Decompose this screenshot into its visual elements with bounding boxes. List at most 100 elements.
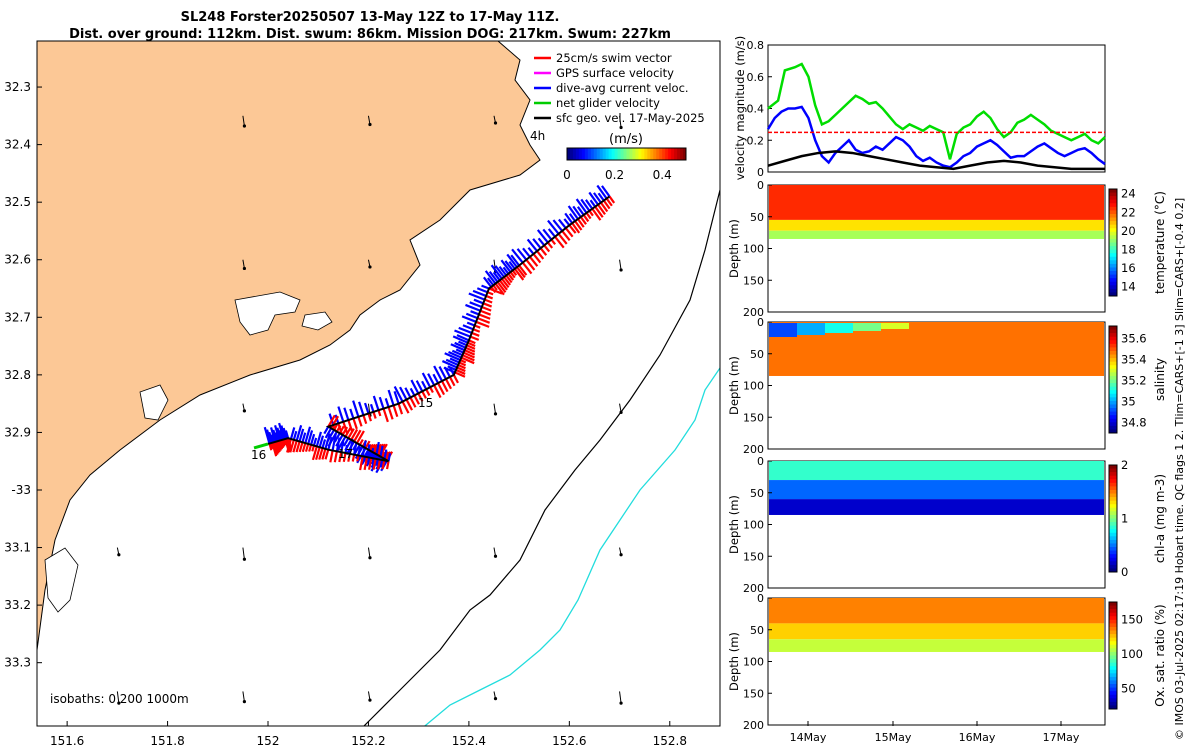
current-arrow-head [493,121,498,125]
swim-vector [311,446,318,461]
current-vector [270,434,275,443]
profile-y-tick-label: 150 [743,687,764,700]
current-vector [506,253,518,268]
current-vector [343,407,350,421]
colorbar-segment [674,148,678,160]
current-vector [490,264,503,280]
glider-track-layer [253,184,616,474]
profile-colorbar-segment [1109,326,1117,331]
swim-vector [350,428,359,441]
current-vector [337,406,345,423]
swim-vector [413,394,420,405]
current-vector [444,352,461,362]
profile-colorbar-segment [1109,500,1117,505]
profile-colorbar-tick-label: 34.8 [1121,416,1147,430]
colorbar-segment [587,148,592,160]
current-vector [458,340,468,347]
profile-colorbar-segment [1109,568,1117,573]
profile-colorbar-segment [1109,390,1117,395]
profile-colorbar-tick-label: 14 [1121,280,1136,294]
current-vector [307,430,314,445]
colorbar-segment [683,148,687,160]
swim-vector [469,335,480,341]
profile-colorbar-frame [1108,188,1118,297]
profile-colorbar-segment [1109,655,1117,660]
swim-vector [479,309,492,316]
profile-colorbar-frame [1108,325,1118,434]
profile-colorbar-tick-label: 35.2 [1121,374,1147,388]
profile-colorbar-segment [1109,358,1117,363]
swim-vector [364,440,371,449]
profile-colorbar-segment [1109,673,1117,678]
swim-vector [367,413,372,422]
swim-vector [351,454,356,462]
profile-colorbar-segment [1109,372,1117,377]
swim-vector [505,274,513,284]
current-vector [527,247,535,255]
current-vector [295,424,303,441]
swim-vector [417,392,424,402]
profile-layer [769,598,1104,624]
current-vector [327,436,333,451]
current-vector [358,401,365,416]
map-colorbar: (m/s) 0 0.2 0.4 [563,132,687,182]
profile-colorbar-segment [1109,547,1117,552]
swim-vector [488,287,503,295]
current-vector [441,360,458,369]
profile-colorbar-segment [1109,206,1117,211]
current-vector [476,287,488,294]
swim-vector [287,437,293,451]
profile-colorbar-segment [1109,429,1117,434]
current-arrow-head [368,265,372,269]
profile-colorbar-segment [1109,564,1117,569]
current-vector [584,199,594,210]
profile-colorbar-tick-label: 1 [1121,512,1128,526]
current-vector [465,303,481,312]
swim-vector [459,359,467,364]
colorbar-segment [659,148,663,160]
colorbar-segment [581,148,586,160]
swim-vector [284,438,291,453]
colorbar-segment [632,148,636,160]
current-arrow [242,547,245,560]
legend-entry: dive-avg current veloc. [556,81,689,95]
profile-y-tick-label: 150 [743,274,764,287]
colorbar-segment [569,148,574,160]
current-vector [597,192,605,202]
current-vector [282,427,288,439]
swim-vector [359,456,364,471]
current-vector [596,184,608,200]
current-vector [473,298,484,305]
current-vector [447,365,457,371]
swim-vector [372,458,377,470]
profile-colorbar-segment [1109,698,1117,703]
profile-panel-salinity: 0 50 100 150 200 Depth (m) 35.6 35.4 35.2 35 34.8 s… [727,316,1167,456]
profile-colorbar-segment [1109,411,1117,416]
current-vector [374,441,380,459]
colorbar-segment [638,148,642,160]
profile-colorbar-frame [1108,464,1118,573]
profile-colorbar-segment [1109,267,1117,272]
swim-vector [269,442,274,450]
colorbar-segment [602,148,607,160]
track-label: 15 [418,396,433,410]
current-arrow-head [242,700,247,704]
profile-colorbar-tick-label: 50 [1121,681,1136,695]
profile-colorbar-segment [1109,536,1117,541]
colorbar-segment [656,148,660,160]
track-label: 4h [530,129,545,143]
profile-colorbar-segment [1109,425,1117,430]
velocity-plot-area [767,44,1106,173]
profile-layer [769,219,1104,231]
map-x-tick-label: 152 [257,734,280,748]
map-lake [44,547,79,613]
current-vector [522,247,531,258]
profile-colorbar-segment [1109,368,1117,373]
current-vector [304,426,312,444]
profile-colorbar-segment [1109,228,1117,233]
swim-vector [437,382,446,396]
velocity-series-line [767,62,1106,160]
swim-vector [529,256,539,267]
profile-colorbar-segment [1109,383,1117,388]
